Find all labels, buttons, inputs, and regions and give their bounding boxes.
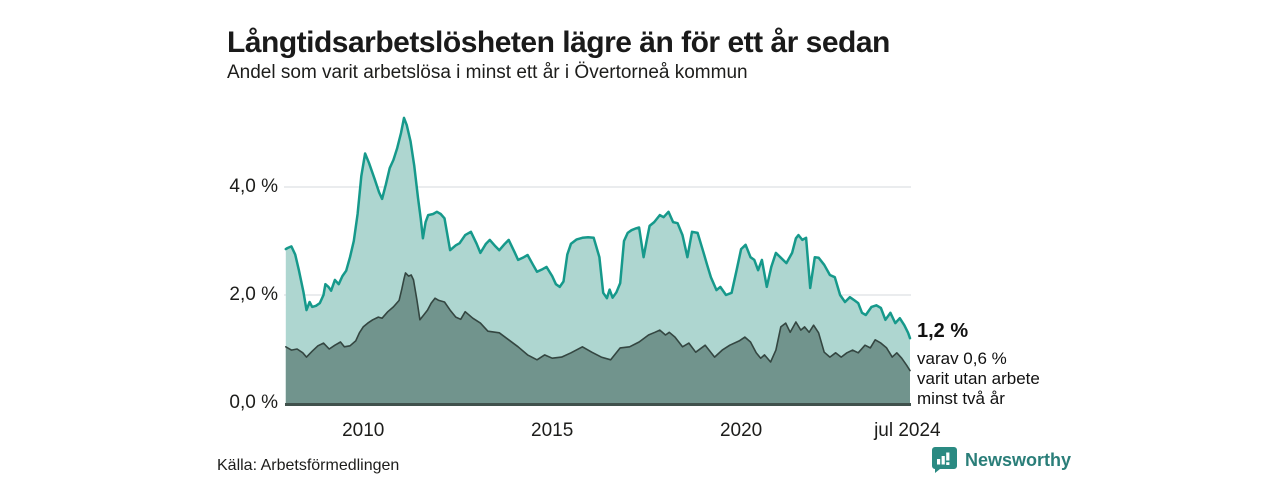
y-axis-tick-label: 0,0 %	[229, 392, 278, 413]
x-axis-tick-label: jul 2024	[874, 420, 941, 441]
y-axis-tick-label: 2,0 %	[229, 284, 278, 305]
newsworthy-brand: Newsworthy	[931, 446, 1071, 474]
y-axis-tick-label: 4,0 %	[229, 176, 278, 197]
annotation-line: varit utan arbete	[917, 369, 1040, 388]
last-value-annotation: 1,2 % varav 0,6 % varit utan arbete mins…	[917, 320, 1040, 409]
x-axis-tick-label: 2020	[719, 420, 763, 441]
brand-name: Newsworthy	[965, 449, 1072, 470]
area-chart	[284, 116, 912, 406]
x-axis-tick-label: 2015	[531, 420, 574, 441]
newsworthy-logo-icon	[932, 447, 957, 473]
annotation-line: varav 0,6 %	[917, 349, 1007, 368]
source-credit: Källa: Arbetsförmedlingen	[217, 457, 400, 474]
annotation-line: minst två år	[917, 389, 1005, 408]
chart-subtitle: Andel som varit arbetslösa i minst ett å…	[227, 62, 748, 83]
annotation-headline: 1,2 %	[917, 320, 969, 342]
page-title: Långtidsarbetslösheten lägre än för ett …	[227, 26, 890, 60]
x-axis-tick-label: 2010	[342, 420, 385, 441]
